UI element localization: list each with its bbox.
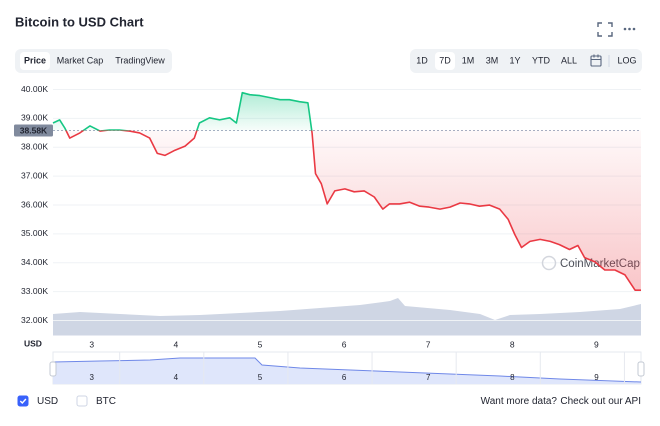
y-tick-label: 40.00K: [21, 84, 48, 94]
page-title: Bitcoin to USD Chart: [15, 14, 144, 29]
price-line: [52, 91, 641, 291]
currency-label: USD: [24, 338, 42, 348]
range-button[interactable]: 1M: [462, 55, 475, 65]
navigator-line: [52, 357, 642, 383]
navigator-tick-label: 9: [594, 373, 599, 382]
api-prompt: Want more data?: [481, 396, 558, 407]
range-button[interactable]: 1Y: [509, 55, 520, 65]
range-button[interactable]: ALL: [561, 55, 577, 65]
price-area: [53, 92, 641, 291]
range-button[interactable]: 3M: [486, 55, 499, 65]
navigator-tick-label: 6: [342, 373, 347, 382]
range-group: [410, 49, 642, 73]
reference-label: 38.58K: [20, 125, 48, 135]
checkbox-option[interactable]: USD: [17, 395, 58, 407]
navigator-handle[interactable]: [637, 361, 645, 377]
more-icon[interactable]: [623, 27, 636, 31]
y-tick-label: 34.00K: [21, 257, 48, 267]
tab[interactable]: Price: [24, 55, 46, 65]
navigator-tick-label: 8: [510, 373, 515, 382]
checkbox[interactable]: [76, 395, 88, 407]
calendar-body: [590, 55, 602, 67]
x-tick-label: 4: [173, 339, 178, 349]
tab-group: [15, 49, 172, 73]
x-tick-label: 8: [510, 339, 515, 349]
navigator-tick-label: 4: [174, 373, 179, 382]
calendar-icon[interactable]: [590, 54, 602, 67]
y-tick-label: 36.00K: [21, 199, 48, 209]
y-tick-label: 39.00K: [21, 113, 48, 123]
calendar-top: [591, 54, 601, 61]
y-tick-label: 32.00K: [21, 315, 48, 325]
x-tick-label: 3: [89, 339, 94, 349]
navigator-handle[interactable]: [49, 361, 57, 377]
checkbox-option[interactable]: BTC: [76, 395, 116, 407]
navigator-tick-label: 7: [426, 373, 431, 382]
range-button[interactable]: 1D: [416, 55, 428, 65]
fullscreen-icon[interactable]: [597, 22, 613, 37]
tab[interactable]: Market Cap: [57, 55, 104, 65]
y-tick-label: 38.00K: [21, 142, 48, 152]
navigator-fill: [53, 358, 641, 384]
y-tick-label: 35.00K: [21, 228, 48, 238]
range-button[interactable]: 7D: [439, 55, 451, 65]
navigator-tick-label: 5: [258, 373, 263, 382]
x-tick-label: 7: [426, 339, 431, 349]
x-tick-label: 5: [258, 339, 263, 349]
y-tick-label: 33.00K: [21, 286, 48, 296]
x-tick-label: 9: [594, 339, 599, 349]
reference-label-bg: [14, 124, 53, 137]
navigator-tick-label: 3: [89, 373, 94, 382]
watermark-logo: [541, 255, 557, 271]
checkbox[interactable]: [17, 395, 29, 407]
checkbox-label: USD: [37, 396, 58, 407]
checkbox-label: BTC: [96, 396, 116, 407]
checkmark: [19, 398, 27, 405]
range-button[interactable]: YTD: [532, 55, 551, 65]
tab[interactable]: TradingView: [115, 55, 165, 65]
log-button[interactable]: LOG: [617, 55, 636, 65]
tab-active-bg: [20, 52, 50, 70]
api-link[interactable]: Check out our API: [560, 396, 641, 407]
y-tick-label: 37.00K: [21, 170, 48, 180]
volume-area: [53, 298, 641, 335]
x-tick-label: 6: [342, 339, 347, 349]
range-active-bg: [435, 52, 455, 70]
